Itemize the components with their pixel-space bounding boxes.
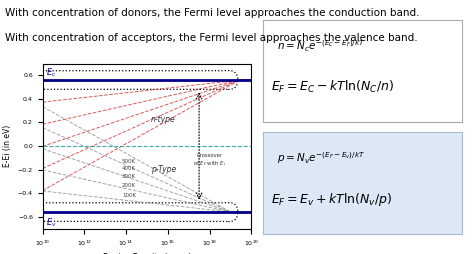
Text: 500K: 500K	[122, 158, 136, 164]
Y-axis label: E-Ei (in eV): E-Ei (in eV)	[3, 125, 12, 167]
Text: With concentration of donors, the Fermi level approaches the conduction band.: With concentration of donors, the Fermi …	[5, 8, 419, 18]
Text: n-type: n-type	[151, 116, 176, 124]
Text: 300K: 300K	[122, 174, 136, 179]
Text: $E_F = E_C - kT\ln(N_C/n)$: $E_F = E_C - kT\ln(N_C/n)$	[271, 79, 394, 95]
Text: With concentration of acceptors, the Fermi level approaches the valence band.: With concentration of acceptors, the Fer…	[5, 33, 418, 43]
Text: $n = N_c e^{-(E_C-E_F)/kT}$: $n = N_c e^{-(E_C-E_F)/kT}$	[277, 39, 365, 54]
X-axis label: Doping Density ( cm⁻³): Doping Density ( cm⁻³)	[103, 253, 191, 254]
Text: $E_c$: $E_c$	[46, 66, 57, 79]
Text: $E_F = E_v + kT\ln(N_v/p)$: $E_F = E_v + kT\ln(N_v/p)$	[271, 191, 392, 208]
Text: Crossover
of $E_F$ with $E_i$: Crossover of $E_F$ with $E_i$	[193, 153, 226, 168]
Text: 200K: 200K	[122, 183, 136, 188]
Text: $E_v$: $E_v$	[46, 217, 57, 229]
Text: 400K: 400K	[122, 166, 136, 171]
Text: 100K: 100K	[122, 193, 136, 198]
Text: p-Type: p-Type	[151, 165, 176, 174]
Text: $p = N_v e^{-(E_F-E_v)/kT}$: $p = N_v e^{-(E_F-E_v)/kT}$	[277, 150, 365, 166]
